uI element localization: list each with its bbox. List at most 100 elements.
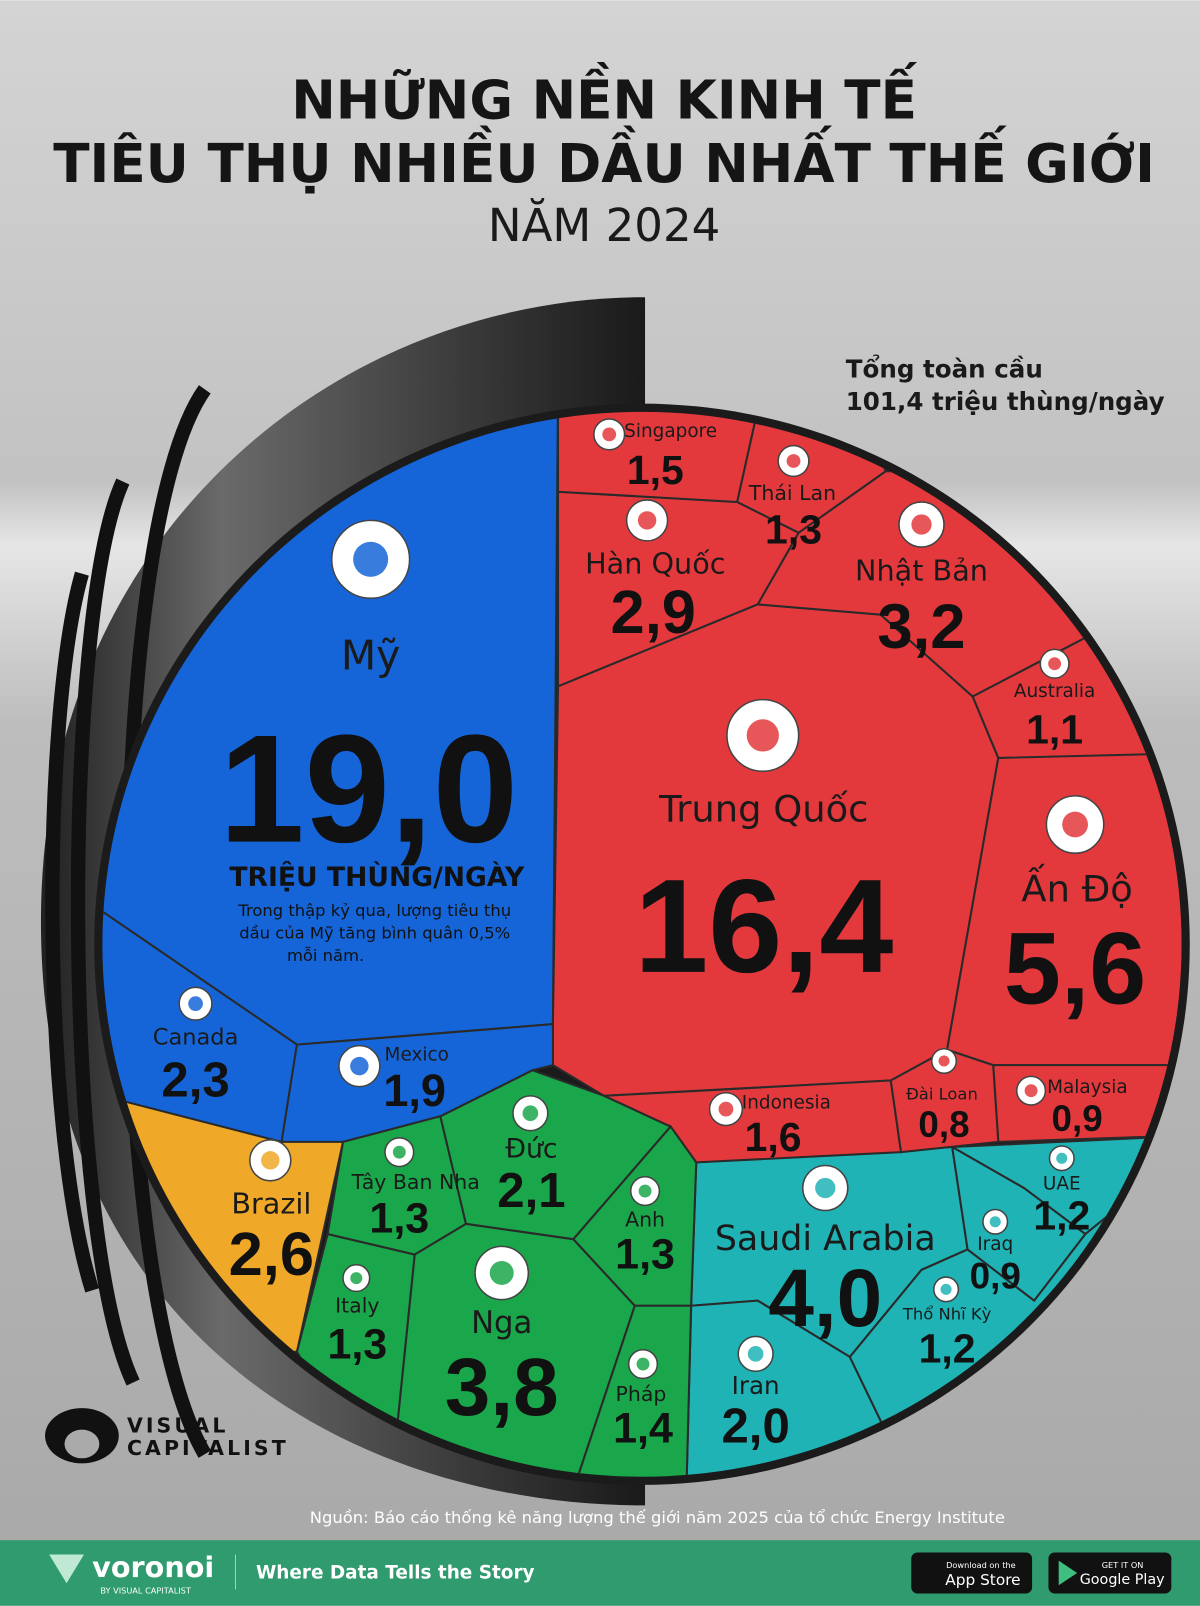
- value-label: 4,0: [768, 1253, 882, 1344]
- brand-icon: [49, 1554, 84, 1584]
- logo-mark: [64, 1429, 100, 1459]
- value-label: 3,8: [445, 1342, 559, 1433]
- value-label: 2,3: [161, 1053, 229, 1107]
- google-play-badge[interactable]: [1048, 1552, 1172, 1594]
- country-name: UAE: [1043, 1173, 1081, 1194]
- tagline: Where Data Tells the Story: [256, 1562, 535, 1583]
- logo: VISUAL CAPITALIST: [45, 1408, 289, 1464]
- flag-emblem: [637, 511, 657, 530]
- country-name: Mỹ: [341, 632, 401, 680]
- flag-emblem: [602, 427, 617, 442]
- country-name: Mexico: [385, 1044, 449, 1065]
- country-name: Indonesia: [742, 1093, 831, 1114]
- country-name: Đức: [505, 1134, 557, 1165]
- value-label: 19,0: [219, 703, 518, 875]
- value-label: 3,2: [877, 592, 965, 662]
- value-label: 1,2: [1033, 1193, 1090, 1239]
- value-label: 0,8: [918, 1104, 969, 1145]
- flag-emblem: [636, 1357, 650, 1371]
- cell: [326, 1115, 468, 1256]
- value-label: 1,1: [1026, 706, 1083, 752]
- source: Nguồn: Báo cáo thống kê năng lượng thế g…: [310, 1508, 1005, 1527]
- flag-emblem: [938, 1055, 950, 1067]
- value-label: 2,9: [611, 578, 696, 647]
- total-note: 101,4 triệu thùng/ngày: [846, 387, 1165, 416]
- value-label: 2,0: [721, 1400, 789, 1454]
- flag-emblem: [1048, 657, 1062, 671]
- country-name: Iraq: [977, 1234, 1013, 1255]
- country-name: Thái Lan: [748, 481, 836, 505]
- value-label: 1,3: [369, 1195, 429, 1243]
- flag-emblem: [392, 1145, 406, 1159]
- badge-text: Google Play: [1080, 1572, 1165, 1588]
- flag-emblem: [786, 454, 801, 468]
- flag-emblem: [638, 1184, 652, 1198]
- country-name: Thổ Nhĩ Kỳ: [902, 1304, 992, 1323]
- logo-text: VISUAL: [127, 1414, 229, 1438]
- flag-emblem: [1024, 1084, 1038, 1098]
- flag-emblem: [350, 1056, 369, 1076]
- country-name: Hàn Quốc: [585, 546, 725, 580]
- value-label: 1,3: [327, 1321, 387, 1369]
- flag-emblem: [350, 1272, 363, 1285]
- badge-text: App Store: [945, 1571, 1020, 1589]
- note-line: dầu của Mỹ tăng bình quân 0,5%: [239, 924, 510, 943]
- flag-emblem: [1056, 1152, 1068, 1164]
- value-label: 1,3: [615, 1231, 675, 1279]
- country-name: Tây Ban Nha: [351, 1170, 480, 1194]
- flag-emblem: [815, 1177, 836, 1199]
- value-label: 1,4: [613, 1405, 673, 1453]
- note-line: Trong thập kỷ qua, lượng tiêu thụ: [237, 901, 511, 920]
- title-line: NHỮNG NỀN KINH TẾ: [291, 62, 917, 132]
- country-name: Italy: [335, 1294, 379, 1318]
- value-label: 1,2: [919, 1326, 976, 1372]
- value-label: 0,9: [1052, 1098, 1103, 1139]
- cell-labels: Mỹ 19,0 Trung Quốc 16,4 Ấn Độ5,6 Saudi Arabia…: [153, 418, 1146, 1454]
- cell: [551, 603, 1000, 1097]
- flag-emblem: [188, 996, 203, 1012]
- country-name: Trung Quốc: [658, 788, 868, 831]
- value-label: 0,9: [970, 1256, 1021, 1297]
- country-name: Malaysia: [1047, 1077, 1128, 1098]
- value-label: 1,3: [765, 507, 822, 553]
- unit-label: TRIỆU THÙNG/NGÀY: [229, 861, 525, 893]
- cell: [950, 1145, 1087, 1303]
- country-name: Nga: [471, 1305, 532, 1341]
- country-name: Australia: [1014, 681, 1096, 702]
- value-label: 1,6: [745, 1114, 802, 1160]
- flag-emblem: [746, 719, 779, 752]
- country-name: Anh: [625, 1208, 665, 1232]
- brand: voronoi: [92, 1550, 214, 1584]
- flag-emblem: [522, 1105, 539, 1122]
- brand-sub: BY VISUAL CAPITALIST: [100, 1585, 192, 1595]
- title-line: TIÊU THỤ NHIỀU DẦU NHẤT THẾ GIỚI: [53, 125, 1155, 195]
- value-label: 1,9: [383, 1065, 446, 1116]
- country-name: Đài Loan: [906, 1084, 978, 1103]
- app-store-badge[interactable]: [911, 1552, 1033, 1594]
- flag-emblem: [718, 1101, 734, 1117]
- logo-text: CAPITALIST: [127, 1436, 289, 1460]
- flag-emblem: [989, 1216, 1001, 1228]
- country-name: Ấn Độ: [1021, 863, 1132, 911]
- value-label: 16,4: [634, 853, 893, 1001]
- value-label: 2,6: [229, 1220, 314, 1289]
- cell: [603, 1079, 903, 1164]
- badge-icon: [1058, 1560, 1078, 1586]
- flag-emblem: [1062, 811, 1088, 838]
- flag-emblem: [940, 1283, 952, 1295]
- note-line: mỗi năm.: [287, 946, 364, 965]
- flag-emblem: [353, 541, 389, 577]
- country-name: Nhật Bản: [855, 554, 988, 588]
- country-name: Brazil: [231, 1186, 311, 1220]
- badge-text: Download on the: [946, 1560, 1016, 1570]
- country-name: Saudi Arabia: [715, 1219, 936, 1259]
- country-name: Singapore: [624, 421, 717, 442]
- flag-emblem: [911, 514, 932, 535]
- country-name: Pháp: [616, 1382, 667, 1406]
- value-label: 2,1: [497, 1164, 565, 1218]
- country-name: Canada: [153, 1024, 239, 1050]
- cell: [566, 1304, 693, 1477]
- value-label: 5,6: [1004, 910, 1146, 1025]
- subtitle: NĂM 2024: [488, 199, 720, 252]
